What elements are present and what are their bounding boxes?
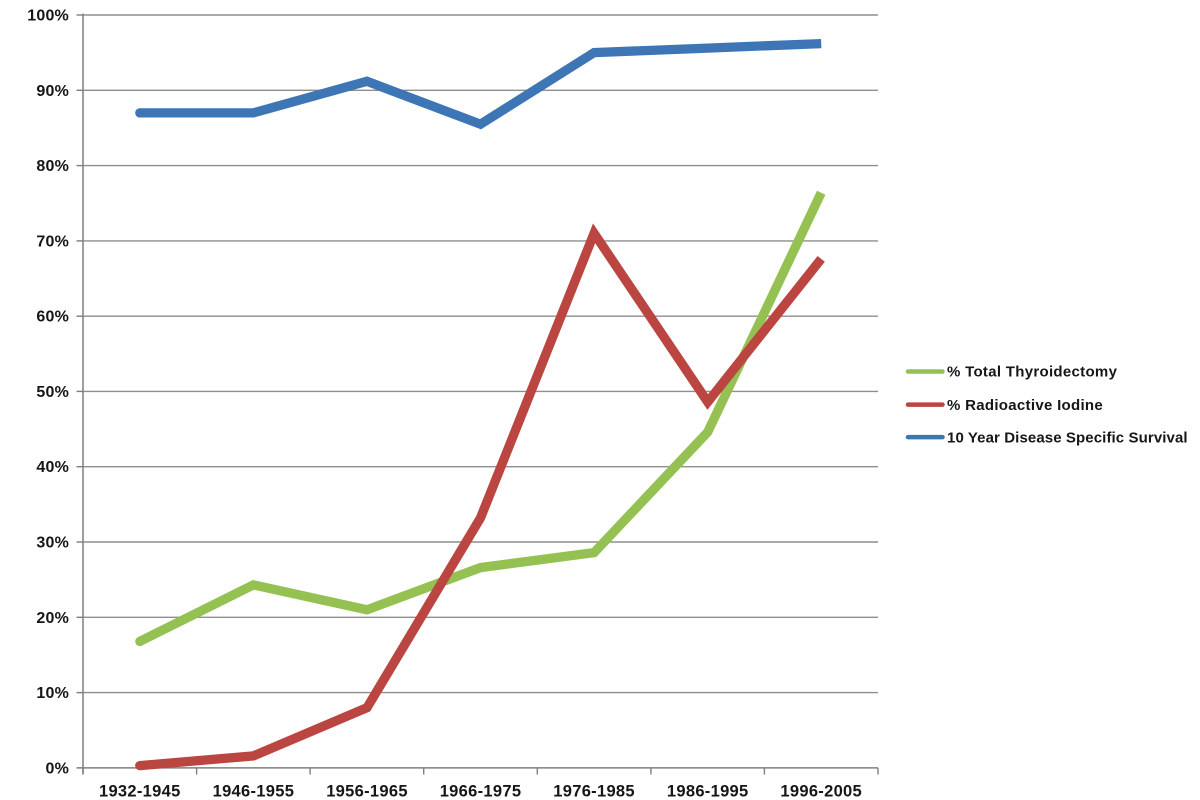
svg-text:20%: 20% [36, 610, 69, 627]
svg-text:% Total Thyroidectomy: % Total Thyroidectomy [947, 364, 1118, 381]
svg-text:60%: 60% [36, 309, 69, 326]
svg-text:1932-1945: 1932-1945 [99, 783, 181, 800]
svg-text:90%: 90% [36, 83, 69, 100]
svg-text:% Radioactive Iodine: % Radioactive Iodine [947, 397, 1103, 414]
svg-text:10 Year Disease Specific Survi: 10 Year Disease Specific Survival [947, 429, 1188, 446]
svg-text:50%: 50% [36, 384, 69, 401]
svg-text:40%: 40% [36, 459, 69, 476]
svg-text:30%: 30% [36, 535, 69, 552]
svg-text:80%: 80% [36, 158, 69, 175]
svg-text:1996-2005: 1996-2005 [780, 783, 862, 800]
svg-text:1946-1955: 1946-1955 [213, 783, 295, 800]
svg-text:1986-1995: 1986-1995 [667, 783, 749, 800]
svg-text:10%: 10% [36, 685, 69, 702]
svg-text:1956-1965: 1956-1965 [326, 783, 408, 800]
svg-text:70%: 70% [36, 233, 69, 250]
svg-text:0%: 0% [45, 760, 69, 777]
svg-text:100%: 100% [27, 8, 69, 25]
svg-text:1966-1975: 1966-1975 [440, 783, 522, 800]
svg-text:1976-1985: 1976-1985 [553, 783, 635, 800]
